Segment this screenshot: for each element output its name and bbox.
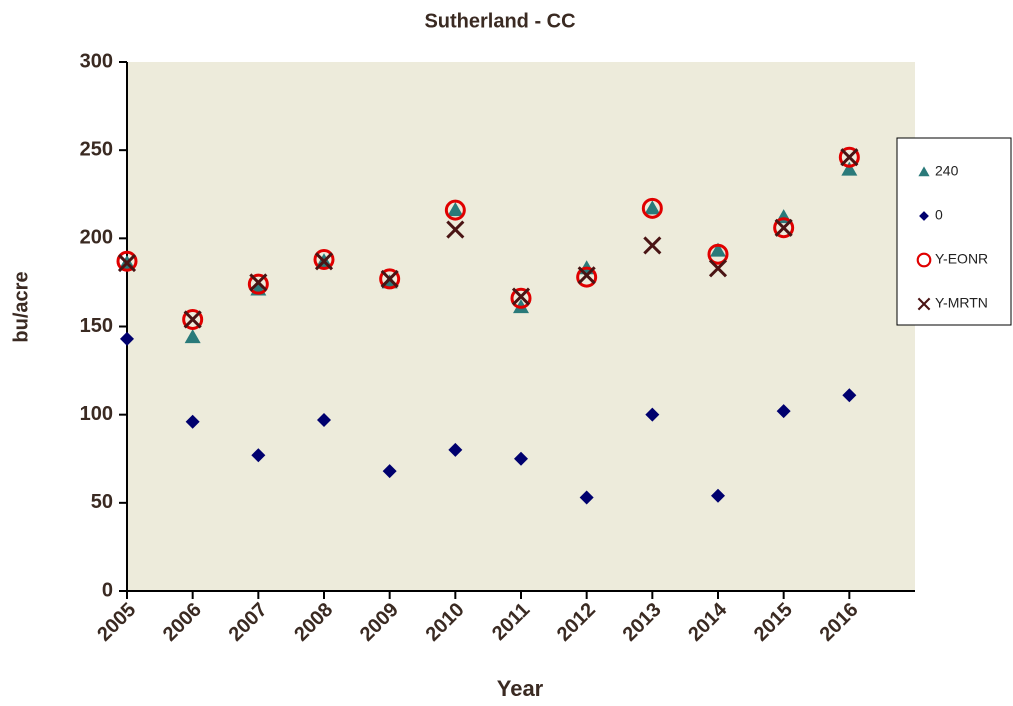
circle-marker [247,273,269,295]
diamond-marker [776,404,791,419]
y-tick-label: 0 [102,579,113,601]
x-marker [249,273,268,292]
x-tick-label: 2008 [290,599,337,646]
x-tick-label: 2006 [159,599,206,646]
triangle-marker [841,161,858,176]
diamond-marker [711,488,725,503]
circle-marker [916,252,932,268]
y-axis-label: bu/acre [10,271,32,342]
x-marker [643,236,662,255]
circle-marker [116,250,138,272]
triangle-marker [644,200,661,215]
y-tick-label: 200 [80,227,113,249]
x-marker [511,287,531,306]
circle-marker [313,248,335,270]
x-tick-label: 2007 [225,599,272,646]
legend-box [896,137,1012,326]
x-tick-label: 2014 [684,598,732,646]
x-tick-label: 2016 [816,599,863,646]
x-tick-label: 2012 [553,599,600,646]
legend: 240 0 Y-EONR Y-MRTN [896,137,1012,326]
circle-marker [510,287,532,309]
x-marker [446,220,465,239]
diamond-marker [382,464,397,479]
circle-marker [379,268,401,290]
y-tick-label: 100 [80,403,113,425]
legend-label: 240 [935,163,959,179]
diamond-marker [919,211,929,221]
x-marker [840,148,859,167]
circle-marker [707,243,729,265]
diamond-marker [317,412,331,427]
x-tick-label: 2005 [93,599,140,646]
x-marker [917,297,931,311]
circle-marker [576,266,598,288]
x-marker [774,218,793,237]
y-tick-label: 300 [80,50,113,72]
x-marker [117,253,137,273]
diamond-marker [645,407,660,422]
diamond-marker [842,388,857,403]
plot-area [127,62,915,591]
diamond-marker [514,451,528,466]
x-marker [380,269,399,288]
triangle-marker [447,202,464,217]
diamond-marker [251,448,266,463]
legend-label: Y-EONR [935,251,988,267]
x-tick-label: 2015 [750,599,797,646]
chart-title: Sutherland - CC [424,10,575,32]
diamond-marker [120,331,134,346]
x-marker [314,252,334,271]
x-tick-label: 2011 [488,599,534,645]
circle-marker [838,146,860,168]
circle-marker [641,197,663,219]
x-marker [183,310,202,329]
legend-label: 0 [935,207,943,223]
circle-marker [182,308,204,330]
diamond-marker [579,490,594,505]
triangle-marker [184,329,201,344]
x-marker [708,259,728,278]
triangle-marker [710,242,726,257]
diamond-marker [448,442,463,457]
y-tick-label: 150 [80,315,113,337]
x-tick-label: 2013 [619,599,666,646]
x-tick-label: 2009 [356,599,403,646]
diamond-marker [185,414,200,429]
x-axis-label: Year [497,676,544,701]
y-tick-label: 50 [91,491,113,513]
circle-marker [773,217,795,239]
circle-marker [444,199,466,221]
triangle-marker [918,166,930,177]
y-tick-label: 250 [80,138,113,160]
legend-label: Y-MRTN [935,295,988,311]
x-marker [577,266,596,285]
x-tick-label: 2010 [422,599,469,646]
